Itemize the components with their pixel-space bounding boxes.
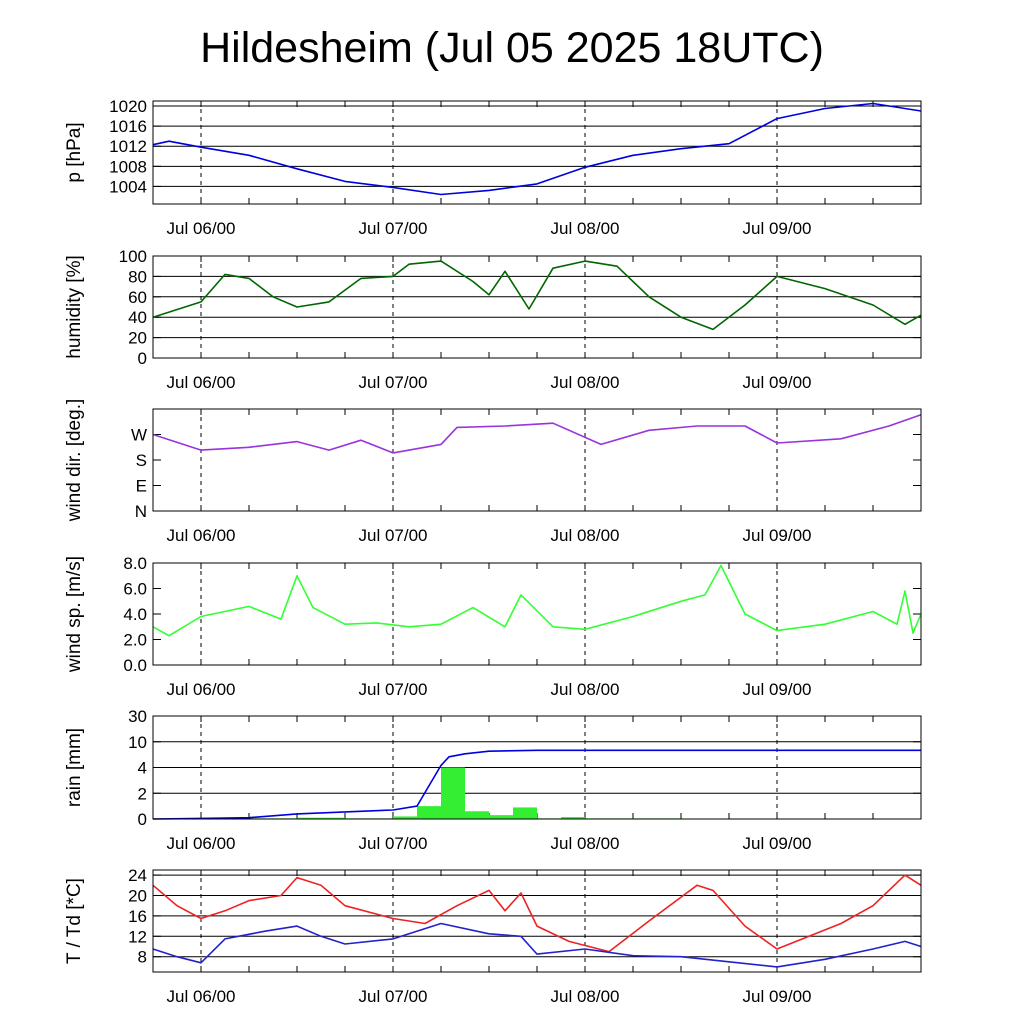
y-tick-label: 4.0 <box>123 605 147 624</box>
x-tick-label: Jul 07/00 <box>359 373 428 392</box>
x-tick-label: Jul 07/00 <box>359 219 428 238</box>
x-tick-label: Jul 07/00 <box>359 526 428 545</box>
y-axis-label: p [hPa] <box>64 122 85 182</box>
x-tick-label: Jul 08/00 <box>551 219 620 238</box>
y-tick-label: 20 <box>128 329 147 348</box>
series-line <box>152 749 921 820</box>
y-axis-label: humidity [%] <box>64 255 85 358</box>
y-tick-label: 12 <box>128 927 147 946</box>
rain-bar <box>489 815 513 819</box>
rain-bar <box>417 806 441 819</box>
series-line <box>152 874 922 953</box>
plot-frame <box>152 100 922 205</box>
y-tick-label: 1004 <box>109 177 147 196</box>
x-tick-label: Jul 08/00 <box>551 834 620 853</box>
y-tick-label: 1008 <box>109 157 147 176</box>
x-tick-label: Jul 06/00 <box>167 834 236 853</box>
y-axis-label: rain [mm] <box>64 728 85 807</box>
x-tick-label: Jul 08/00 <box>551 987 620 1006</box>
series-line <box>152 260 922 331</box>
x-tick-label: Jul 06/00 <box>167 680 236 699</box>
y-tick-label: 20 <box>128 887 147 906</box>
x-tick-label: Jul 09/00 <box>743 987 812 1006</box>
x-tick-label: Jul 08/00 <box>551 680 620 699</box>
rain-bar <box>513 807 537 819</box>
rain-bar <box>393 816 417 819</box>
y-axis-label: T / Td [*C] <box>64 878 85 964</box>
plot-frame <box>152 715 922 820</box>
y-tick-label: 80 <box>128 267 147 286</box>
x-tick-label: Jul 07/00 <box>359 987 428 1006</box>
x-tick-label: Jul 08/00 <box>551 526 620 545</box>
y-tick-label: 0 <box>138 349 147 368</box>
rain-bar <box>441 767 465 819</box>
y-tick-label: 1012 <box>109 137 147 156</box>
series-line <box>152 922 922 968</box>
y-tick-label: 8 <box>138 948 147 967</box>
y-tick-label: 1016 <box>109 117 147 136</box>
y-tick-label: 2.0 <box>123 631 147 650</box>
y-tick-label: 40 <box>128 308 147 327</box>
x-tick-label: Jul 06/00 <box>167 373 236 392</box>
y-tick-label: 16 <box>128 907 147 926</box>
y-axis-label: wind dir. [deg.] <box>64 399 85 523</box>
y-tick-label: 0 <box>138 810 147 829</box>
rain-bar <box>465 811 489 819</box>
y-tick-label: 30 <box>128 707 147 726</box>
series-line <box>152 564 922 637</box>
y-tick-label: 10 <box>128 733 147 752</box>
y-tick-label: S <box>136 451 147 470</box>
x-tick-label: Jul 09/00 <box>743 373 812 392</box>
plot-frame <box>152 255 922 359</box>
x-tick-label: Jul 06/00 <box>167 526 236 545</box>
y-axis-label: wind sp. [m/s] <box>64 556 85 673</box>
rain-bar <box>561 817 585 819</box>
x-tick-label: Jul 09/00 <box>743 526 812 545</box>
chart-title: Hildesheim (Jul 05 2025 18UTC) <box>200 24 824 72</box>
x-tick-label: Jul 09/00 <box>743 219 812 238</box>
y-tick-label: 8.0 <box>123 554 147 573</box>
x-tick-label: Jul 07/00 <box>359 680 428 699</box>
y-tick-label: E <box>136 477 147 496</box>
y-tick-label: 0.0 <box>123 656 147 675</box>
y-tick-label: 2 <box>138 784 147 803</box>
x-tick-label: Jul 06/00 <box>167 219 236 238</box>
plot-frame <box>152 408 922 512</box>
y-tick-label: 6.0 <box>123 580 147 599</box>
x-tick-label: Jul 07/00 <box>359 834 428 853</box>
x-tick-label: Jul 09/00 <box>743 680 812 699</box>
series-line <box>152 413 922 454</box>
x-tick-label: Jul 06/00 <box>167 987 236 1006</box>
rain-bar <box>297 817 345 819</box>
series-line <box>152 102 922 196</box>
y-tick-label: 1020 <box>109 97 147 116</box>
y-tick-label: 60 <box>128 288 147 307</box>
y-tick-label: N <box>135 502 147 521</box>
x-tick-label: Jul 08/00 <box>551 373 620 392</box>
y-tick-label: 100 <box>119 247 147 266</box>
x-tick-label: Jul 09/00 <box>743 834 812 853</box>
y-tick-label: W <box>131 426 147 445</box>
y-tick-label: 4 <box>138 759 147 778</box>
plot-frame <box>152 562 922 666</box>
plot-frame <box>152 869 922 973</box>
y-tick-label: 24 <box>128 866 147 885</box>
